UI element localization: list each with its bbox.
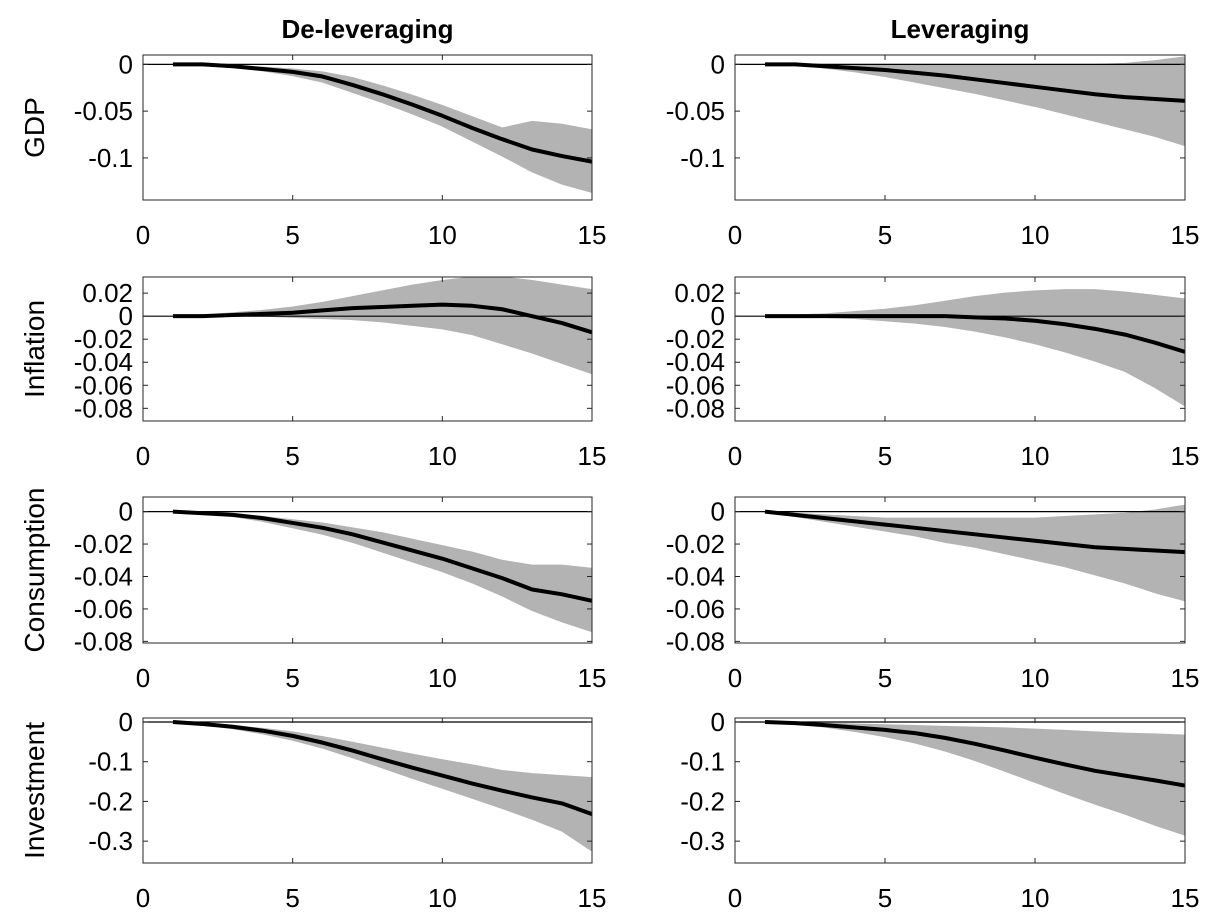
y-tick-label: 0 [119,707,133,737]
y-tick-label: -0.06 [74,370,133,400]
y-tick-label: 0.02 [82,278,133,308]
confidence-band [764,721,1186,836]
x-tick-label: 10 [428,441,457,471]
axes-box [142,276,593,422]
axes-box [734,276,1186,422]
y-tick-label: -0.04 [74,347,133,377]
x-tick-label: 5 [285,220,299,250]
y-axis-label: GDP [19,97,50,158]
axes-box [734,54,1186,201]
x-tick-label: 15 [1171,441,1200,471]
x-tick-label: 15 [1171,663,1200,693]
y-tick-label: -0.02 [666,324,725,354]
y-tick-label: -0.04 [74,561,133,591]
x-tick-label: 10 [428,663,457,693]
median-line [765,314,1186,354]
median-line [765,62,1186,103]
y-axis-label: Investment [19,722,50,859]
x-tick-label: 15 [578,220,607,250]
confidence-band [172,276,593,375]
x-tick-label: 15 [578,883,607,913]
y-tick-label: -0.3 [88,826,133,856]
axes-box [734,496,1186,644]
y-tick-label: -0.05 [74,96,133,126]
confidence-band [172,721,593,853]
y-tick-label: -0.06 [666,594,725,624]
x-tick-label: 0 [136,663,150,693]
chart-title: De-leveraging [282,14,454,44]
y-tick-label: 0 [711,49,725,79]
confidence-band [765,56,1186,147]
x-tick-label: 15 [1171,883,1200,913]
x-tick-label: 10 [1021,663,1050,693]
median-line [172,509,593,603]
y-tick-label: -0.1 [88,747,133,777]
x-tick-label: 5 [878,663,892,693]
x-tick-label: 10 [1021,441,1050,471]
y-tick-label: -0.08 [74,393,133,423]
x-tick-label: 5 [285,883,299,913]
x-tick-label: 0 [728,663,742,693]
x-tick-label: 0 [136,883,150,913]
y-tick-label: -0.06 [666,370,725,400]
y-tick-label: -0.02 [74,324,133,354]
x-tick-label: 15 [578,441,607,471]
y-tick-label: -0.1 [88,143,133,173]
y-tick-label: -0.08 [666,626,725,656]
y-tick-label: 0 [119,497,133,527]
x-tick-label: 0 [728,441,742,471]
median-line [172,302,593,335]
y-tick-label: -0.05 [666,96,725,126]
x-tick-label: 15 [578,663,607,693]
y-tick-label: -0.06 [74,594,133,624]
median-line [764,509,1186,555]
y-tick-label: 0 [711,497,725,527]
x-tick-label: 0 [728,220,742,250]
y-axis-label: Inflation [19,300,50,398]
y-tick-label: -0.02 [74,529,133,559]
axes-box [734,717,1186,864]
x-tick-label: 10 [428,220,457,250]
x-tick-label: 10 [1021,220,1050,250]
y-tick-label: -0.08 [666,393,725,423]
y-axis-label: Consumption [19,488,50,653]
x-tick-label: 10 [1021,883,1050,913]
x-tick-label: 0 [136,441,150,471]
x-tick-label: 15 [1171,220,1200,250]
y-tick-label: -0.04 [666,347,725,377]
y-tick-label: -0.2 [680,786,725,816]
y-tick-label: -0.2 [88,786,133,816]
y-tick-label: -0.02 [666,529,725,559]
y-tick-label: -0.08 [74,626,133,656]
x-tick-label: 5 [878,220,892,250]
x-tick-label: 5 [285,441,299,471]
axes-box [142,717,593,864]
x-tick-label: 5 [285,663,299,693]
y-tick-label: 0 [119,49,133,79]
median-line [764,719,1186,788]
chart-title: Leveraging [891,14,1030,44]
y-tick-label: 0 [119,301,133,331]
x-tick-label: 5 [878,441,892,471]
axes-box [142,54,593,201]
y-tick-label: 0 [711,707,725,737]
x-tick-label: 0 [728,883,742,913]
y-tick-label: 0 [711,301,725,331]
median-line [172,62,593,164]
y-tick-label: -0.04 [666,561,725,591]
y-tick-label: -0.1 [680,143,725,173]
axes-box [142,496,593,644]
x-tick-label: 0 [136,220,150,250]
y-tick-label: -0.3 [680,826,725,856]
y-tick-label: -0.1 [680,747,725,777]
confidence-band [172,511,593,633]
confidence-band [172,63,593,194]
median-line [172,719,593,817]
x-tick-label: 10 [428,883,457,913]
confidence-band [764,289,1186,407]
y-tick-label: 0.02 [674,278,725,308]
x-tick-label: 5 [878,883,892,913]
